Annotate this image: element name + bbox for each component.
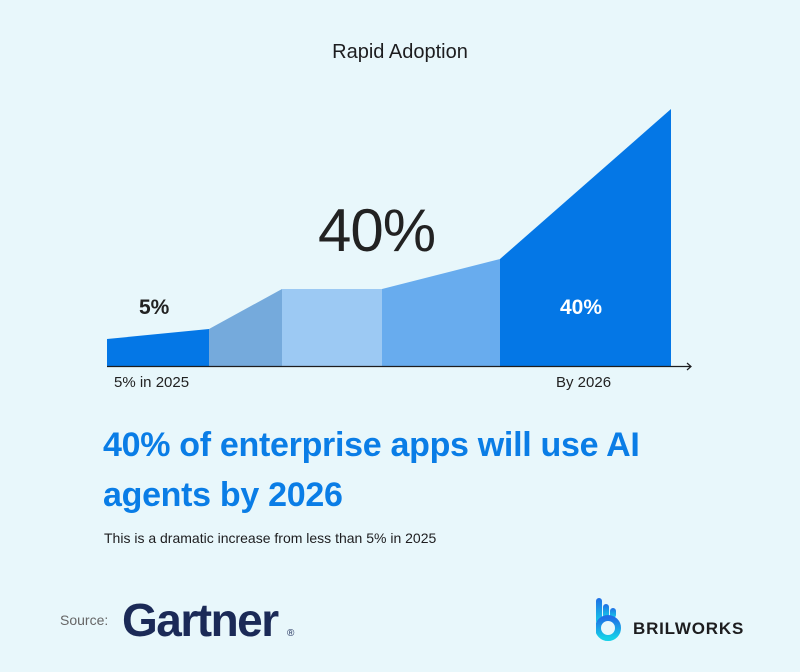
registered-mark: ® <box>287 628 295 639</box>
x-axis-arrow-icon <box>686 362 692 371</box>
subtext: This is a dramatic increase from less th… <box>104 530 437 546</box>
brilworks-wordmark: BRILWORKS <box>633 619 745 638</box>
x-axis-end-label: By 2026 <box>556 374 612 391</box>
end-value-label: 40% <box>560 296 603 319</box>
chart-title: Rapid Adoption <box>332 41 468 63</box>
gartner-logo: Gartner <box>122 594 279 646</box>
source-label: Source: <box>60 612 109 628</box>
brilworks-logo-icon <box>596 598 621 641</box>
chart-segment-5 <box>500 109 671 366</box>
headline: 40% of enterprise apps will use AI agent… <box>103 420 743 520</box>
chart-segment-3 <box>282 289 382 366</box>
headline-line-2: agents by 2026 <box>103 476 343 514</box>
start-value-label: 5% <box>139 296 170 319</box>
adoption-area-chart <box>107 109 692 371</box>
chart-segment-2 <box>209 289 282 366</box>
chart-segment-4 <box>382 259 500 366</box>
headline-line-1: 40% of enterprise apps will use AI <box>103 426 640 464</box>
center-percentage: 40% <box>318 197 436 264</box>
chart-segment-1 <box>107 329 209 366</box>
x-axis-start-label: 5% in 2025 <box>114 374 190 391</box>
